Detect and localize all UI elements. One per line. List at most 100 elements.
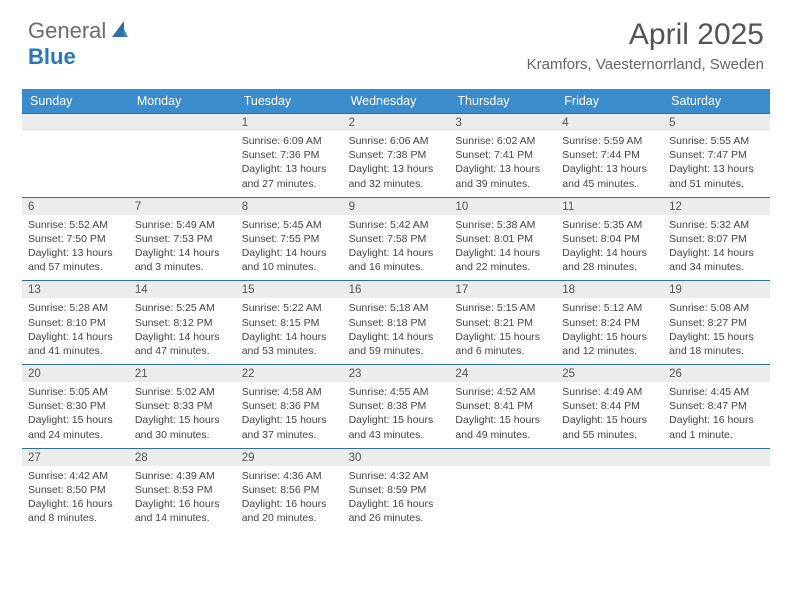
day-body: Sunrise: 5:08 AMSunset: 8:27 PMDaylight:… xyxy=(663,298,770,364)
day-body: Sunrise: 4:45 AMSunset: 8:47 PMDaylight:… xyxy=(663,382,770,448)
day-cell: 3Sunrise: 6:02 AMSunset: 7:41 PMDaylight… xyxy=(449,113,556,197)
day-body: Sunrise: 5:35 AMSunset: 8:04 PMDaylight:… xyxy=(556,215,663,281)
day-cell: 24Sunrise: 4:52 AMSunset: 8:41 PMDayligh… xyxy=(449,364,556,448)
sunrise-text: Sunrise: 5:18 AM xyxy=(349,301,444,315)
daylight-text: Daylight: 15 hours and 18 minutes. xyxy=(669,330,764,358)
daylight-text: Daylight: 13 hours and 39 minutes. xyxy=(455,162,550,190)
calendar: SundayMondayTuesdayWednesdayThursdayFrid… xyxy=(22,89,770,531)
day-cell xyxy=(556,448,663,532)
day-cell: 16Sunrise: 5:18 AMSunset: 8:18 PMDayligh… xyxy=(343,280,450,364)
day-body: Sunrise: 5:05 AMSunset: 8:30 PMDaylight:… xyxy=(22,382,129,448)
sunset-text: Sunset: 8:21 PM xyxy=(455,316,550,330)
day-cell: 21Sunrise: 5:02 AMSunset: 8:33 PMDayligh… xyxy=(129,364,236,448)
day-number: 25 xyxy=(556,364,663,382)
daylight-text: Daylight: 15 hours and 37 minutes. xyxy=(242,413,337,441)
day-number: 18 xyxy=(556,280,663,298)
day-cell: 19Sunrise: 5:08 AMSunset: 8:27 PMDayligh… xyxy=(663,280,770,364)
day-number: 17 xyxy=(449,280,556,298)
sunrise-text: Sunrise: 5:25 AM xyxy=(135,301,230,315)
sunset-text: Sunset: 7:58 PM xyxy=(349,232,444,246)
day-number: 22 xyxy=(236,364,343,382)
sunset-text: Sunset: 8:10 PM xyxy=(28,316,123,330)
sunrise-text: Sunrise: 4:49 AM xyxy=(562,385,657,399)
day-number: 9 xyxy=(343,197,450,215)
day-number: 16 xyxy=(343,280,450,298)
day-body: Sunrise: 4:55 AMSunset: 8:38 PMDaylight:… xyxy=(343,382,450,448)
sunrise-text: Sunrise: 5:55 AM xyxy=(669,134,764,148)
day-header-cell: Tuesday xyxy=(236,89,343,113)
day-header-row: SundayMondayTuesdayWednesdayThursdayFrid… xyxy=(22,89,770,113)
day-cell: 30Sunrise: 4:32 AMSunset: 8:59 PMDayligh… xyxy=(343,448,450,532)
sunset-text: Sunset: 8:47 PM xyxy=(669,399,764,413)
calendar-body: 1Sunrise: 6:09 AMSunset: 7:36 PMDaylight… xyxy=(22,113,770,531)
daylight-text: Daylight: 13 hours and 27 minutes. xyxy=(242,162,337,190)
day-body: Sunrise: 6:06 AMSunset: 7:38 PMDaylight:… xyxy=(343,131,450,197)
day-header-cell: Thursday xyxy=(449,89,556,113)
day-cell: 17Sunrise: 5:15 AMSunset: 8:21 PMDayligh… xyxy=(449,280,556,364)
daylight-text: Daylight: 13 hours and 51 minutes. xyxy=(669,162,764,190)
day-body: Sunrise: 5:52 AMSunset: 7:50 PMDaylight:… xyxy=(22,215,129,281)
sunrise-text: Sunrise: 5:38 AM xyxy=(455,218,550,232)
day-number: 6 xyxy=(22,197,129,215)
daylight-text: Daylight: 15 hours and 55 minutes. xyxy=(562,413,657,441)
logo-text-blue: Blue xyxy=(28,44,76,69)
sail-icon xyxy=(110,19,130,44)
sunset-text: Sunset: 8:04 PM xyxy=(562,232,657,246)
sunset-text: Sunset: 8:53 PM xyxy=(135,483,230,497)
day-number: 28 xyxy=(129,448,236,466)
daylight-text: Daylight: 14 hours and 41 minutes. xyxy=(28,330,123,358)
sunset-text: Sunset: 8:18 PM xyxy=(349,316,444,330)
sunrise-text: Sunrise: 5:45 AM xyxy=(242,218,337,232)
title-block: April 2025 Kramfors, Vaesternorrland, Sw… xyxy=(527,18,764,73)
sunset-text: Sunset: 8:01 PM xyxy=(455,232,550,246)
day-body: Sunrise: 5:28 AMSunset: 8:10 PMDaylight:… xyxy=(22,298,129,364)
day-number xyxy=(556,448,663,466)
sunrise-text: Sunrise: 4:58 AM xyxy=(242,385,337,399)
day-cell: 28Sunrise: 4:39 AMSunset: 8:53 PMDayligh… xyxy=(129,448,236,532)
sunrise-text: Sunrise: 5:35 AM xyxy=(562,218,657,232)
day-body: Sunrise: 4:42 AMSunset: 8:50 PMDaylight:… xyxy=(22,466,129,532)
week-row: 20Sunrise: 5:05 AMSunset: 8:30 PMDayligh… xyxy=(22,364,770,448)
day-cell: 12Sunrise: 5:32 AMSunset: 8:07 PMDayligh… xyxy=(663,197,770,281)
day-number: 11 xyxy=(556,197,663,215)
daylight-text: Daylight: 14 hours and 3 minutes. xyxy=(135,246,230,274)
day-number: 21 xyxy=(129,364,236,382)
day-cell: 8Sunrise: 5:45 AMSunset: 7:55 PMDaylight… xyxy=(236,197,343,281)
week-row: 27Sunrise: 4:42 AMSunset: 8:50 PMDayligh… xyxy=(22,448,770,532)
day-number: 20 xyxy=(22,364,129,382)
day-body: Sunrise: 5:59 AMSunset: 7:44 PMDaylight:… xyxy=(556,131,663,197)
day-number: 3 xyxy=(449,113,556,131)
header: General April 2025 Kramfors, Vaesternorr… xyxy=(0,0,792,81)
day-number: 26 xyxy=(663,364,770,382)
day-number: 5 xyxy=(663,113,770,131)
day-cell: 2Sunrise: 6:06 AMSunset: 7:38 PMDaylight… xyxy=(343,113,450,197)
daylight-text: Daylight: 16 hours and 26 minutes. xyxy=(349,497,444,525)
sunrise-text: Sunrise: 4:42 AM xyxy=(28,469,123,483)
daylight-text: Daylight: 14 hours and 47 minutes. xyxy=(135,330,230,358)
sunrise-text: Sunrise: 5:22 AM xyxy=(242,301,337,315)
sunrise-text: Sunrise: 5:52 AM xyxy=(28,218,123,232)
sunrise-text: Sunrise: 6:06 AM xyxy=(349,134,444,148)
day-body: Sunrise: 4:32 AMSunset: 8:59 PMDaylight:… xyxy=(343,466,450,532)
day-number: 12 xyxy=(663,197,770,215)
sunset-text: Sunset: 8:27 PM xyxy=(669,316,764,330)
daylight-text: Daylight: 13 hours and 32 minutes. xyxy=(349,162,444,190)
sunset-text: Sunset: 8:56 PM xyxy=(242,483,337,497)
day-number: 19 xyxy=(663,280,770,298)
daylight-text: Daylight: 15 hours and 24 minutes. xyxy=(28,413,123,441)
sunset-text: Sunset: 8:33 PM xyxy=(135,399,230,413)
day-cell: 1Sunrise: 6:09 AMSunset: 7:36 PMDaylight… xyxy=(236,113,343,197)
day-body: Sunrise: 5:12 AMSunset: 8:24 PMDaylight:… xyxy=(556,298,663,364)
day-header-cell: Sunday xyxy=(22,89,129,113)
sunset-text: Sunset: 8:50 PM xyxy=(28,483,123,497)
daylight-text: Daylight: 13 hours and 45 minutes. xyxy=(562,162,657,190)
day-number: 8 xyxy=(236,197,343,215)
sunrise-text: Sunrise: 4:55 AM xyxy=(349,385,444,399)
day-cell: 20Sunrise: 5:05 AMSunset: 8:30 PMDayligh… xyxy=(22,364,129,448)
day-header-cell: Wednesday xyxy=(343,89,450,113)
day-body: Sunrise: 5:55 AMSunset: 7:47 PMDaylight:… xyxy=(663,131,770,197)
sunrise-text: Sunrise: 5:28 AM xyxy=(28,301,123,315)
day-body: Sunrise: 4:39 AMSunset: 8:53 PMDaylight:… xyxy=(129,466,236,532)
daylight-text: Daylight: 14 hours and 34 minutes. xyxy=(669,246,764,274)
location: Kramfors, Vaesternorrland, Sweden xyxy=(527,56,764,73)
